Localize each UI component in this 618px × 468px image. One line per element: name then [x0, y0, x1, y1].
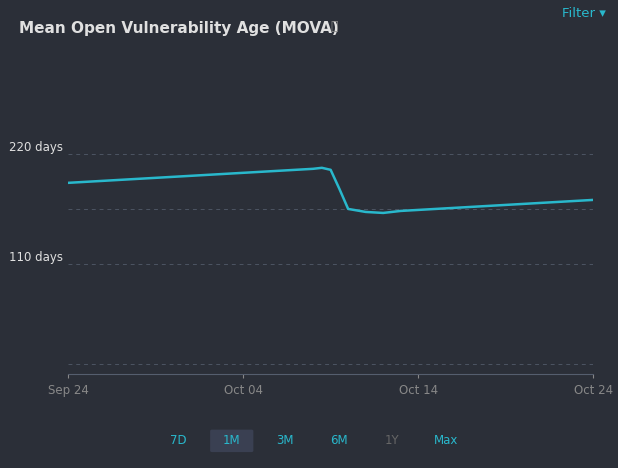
Text: 6M: 6M — [330, 434, 348, 447]
Text: 1Y: 1Y — [385, 434, 400, 447]
Text: Filter ▾: Filter ▾ — [562, 7, 606, 20]
Text: Mean Open Vulnerability Age (MOVA): Mean Open Vulnerability Age (MOVA) — [19, 21, 338, 36]
Text: 7D: 7D — [170, 434, 187, 447]
Text: Max: Max — [434, 434, 458, 447]
Text: 3M: 3M — [277, 434, 294, 447]
Text: 220 days: 220 days — [9, 141, 63, 154]
Text: ⓘ: ⓘ — [331, 20, 338, 33]
Text: 110 days: 110 days — [9, 251, 63, 264]
Text: 1M: 1M — [223, 434, 240, 447]
